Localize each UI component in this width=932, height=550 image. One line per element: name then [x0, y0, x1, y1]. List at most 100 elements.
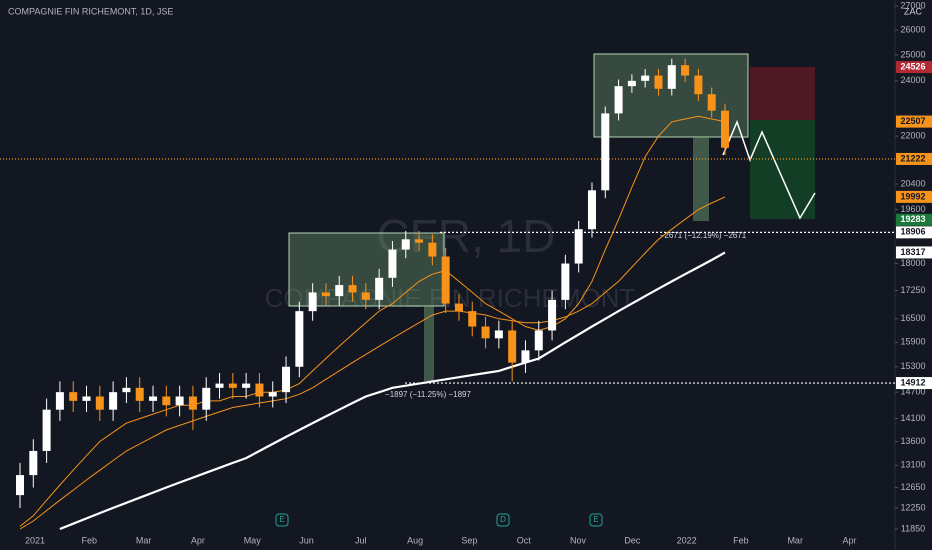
watermark: CFR, 1D: [377, 210, 556, 262]
x-tick-label: Apr: [191, 535, 205, 545]
moving-average: [19, 115, 726, 527]
candle-body: [614, 86, 623, 114]
risk-zone: [750, 67, 815, 120]
moving-average: [19, 196, 726, 530]
candle-body: [587, 190, 596, 230]
candle-body: [321, 292, 330, 297]
candle-body: [348, 285, 357, 293]
price-label: 14912: [900, 377, 925, 387]
candle-body: [428, 242, 437, 257]
y-tick-label: 25000: [900, 49, 925, 59]
candle-body: [574, 229, 583, 264]
candle-body: [481, 326, 490, 339]
x-tick-label: May: [244, 535, 262, 545]
y-tick-label: 11850: [901, 523, 925, 533]
candle-body: [454, 303, 463, 312]
candle-body: [308, 292, 317, 312]
y-tick-label: 17250: [900, 285, 925, 295]
y-tick-label: 18000: [900, 258, 925, 268]
x-tick-label: 2021: [25, 535, 45, 545]
candle-body: [415, 239, 424, 243]
y-tick-label: 24000: [900, 75, 925, 85]
candle-body: [641, 75, 650, 81]
x-tick-label: Dec: [624, 535, 641, 545]
chart-title: COMPAGNIE FIN RICHEMONT, 1D, JSE: [8, 6, 173, 16]
event-marker: [589, 513, 603, 527]
candle-body: [202, 387, 211, 410]
price-label-bg: [896, 61, 932, 74]
candle-body: [215, 383, 224, 388]
x-tick-label: Apr: [842, 535, 856, 545]
price-label-bg: [896, 377, 932, 390]
moving-average: [59, 251, 726, 531]
candle-body: [82, 396, 91, 401]
x-tick-label: Oct: [517, 535, 532, 545]
event-label: E: [279, 515, 284, 524]
candle-body: [707, 94, 716, 111]
annotation: −1897 (−11.25%) −1897: [385, 390, 471, 399]
candle-body: [175, 396, 184, 406]
candle-body: [295, 311, 304, 367]
x-tick-label: 2022: [677, 535, 697, 545]
price-label: 18317: [900, 247, 925, 257]
candle-body: [109, 392, 118, 410]
candle-body: [282, 366, 291, 393]
y-tick-label: 13100: [900, 460, 925, 470]
candle-body: [268, 392, 277, 397]
candle-body: [721, 110, 729, 148]
y-tick-label: 12250: [900, 502, 925, 512]
event-label: D: [500, 515, 506, 524]
candle-body: [441, 256, 450, 304]
candle-body: [42, 409, 51, 451]
x-tick-label: Feb: [733, 535, 749, 545]
candle-body: [494, 330, 503, 339]
event-marker: [496, 513, 510, 527]
price-label-bg: [896, 226, 932, 239]
x-tick-label: Mar: [136, 535, 152, 545]
x-tick-label: Feb: [82, 535, 98, 545]
price-label-bg: [896, 190, 932, 203]
y-tick-label: 15300: [900, 361, 925, 371]
price-label-bg: [896, 152, 932, 165]
candle-body: [654, 75, 663, 89]
candle-body: [69, 392, 78, 401]
price-label: 21222: [900, 153, 925, 163]
y-tick-label: 20400: [900, 178, 925, 188]
candle-body: [55, 392, 64, 410]
candle-body: [667, 65, 676, 89]
candle-body: [601, 113, 610, 191]
x-tick-label: Sep: [461, 535, 477, 545]
price-label-bg: [896, 213, 932, 226]
reward-zone: [750, 120, 815, 219]
candle-body: [228, 383, 237, 388]
candle-body: [135, 387, 144, 401]
price-label: 19283: [900, 214, 925, 224]
y-tick-label: 12650: [900, 482, 925, 492]
candle-body: [681, 65, 690, 76]
event-label: E: [593, 515, 598, 524]
event-marker: [275, 513, 289, 527]
y-tick-label: 26000: [900, 24, 925, 34]
candle-body: [521, 350, 530, 363]
x-tick-label: Mar: [787, 535, 803, 545]
candle-body: [548, 299, 557, 331]
candle-body: [361, 292, 370, 300]
candle-body: [335, 285, 344, 297]
candle-body: [16, 475, 24, 496]
y-tick-label: 27000: [900, 0, 925, 10]
price-label: 22507: [900, 116, 925, 126]
x-tick-label: Jul: [355, 535, 367, 545]
y-tick-label: 13600: [900, 436, 925, 446]
candle-body: [401, 239, 410, 250]
candle-body: [29, 450, 38, 476]
candle-body: [561, 263, 570, 300]
x-tick-label: Nov: [570, 535, 587, 545]
projection-path: [722, 119, 816, 220]
candle-body: [468, 311, 477, 327]
candle-body: [188, 396, 197, 410]
candle-body: [694, 75, 703, 95]
candle-body: [375, 277, 384, 300]
annotation: −2671 (−12.19%) −2671: [660, 231, 747, 240]
y-tick-label: 14100: [900, 413, 925, 423]
